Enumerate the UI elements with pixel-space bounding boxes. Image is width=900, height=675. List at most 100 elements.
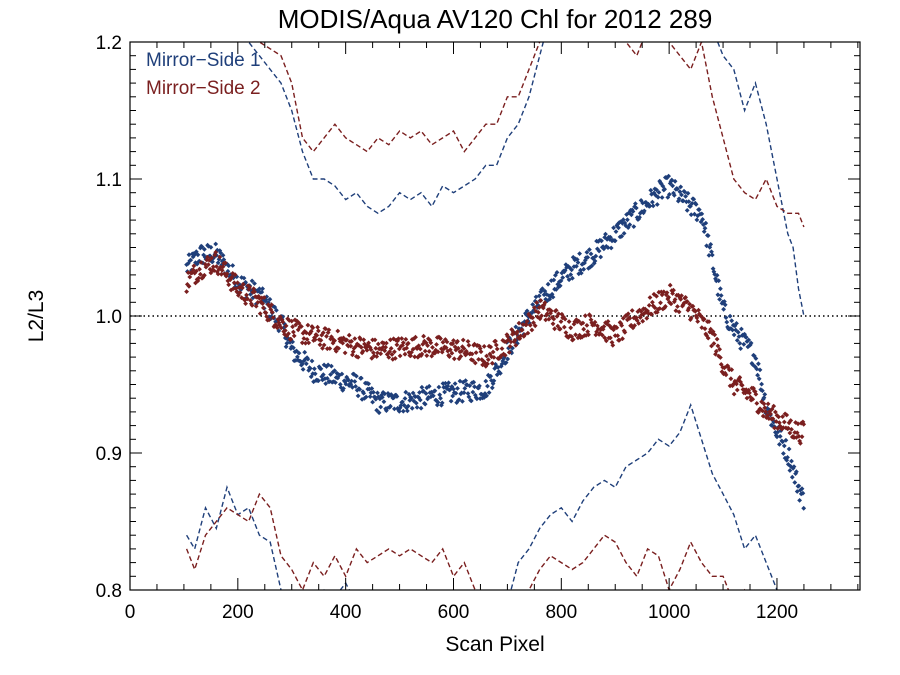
series-2-point — [604, 321, 610, 327]
series-2-point — [372, 337, 378, 343]
series-1-point — [422, 401, 428, 407]
series-1-point — [781, 451, 786, 456]
series-2-point — [333, 348, 339, 354]
series-2-point — [434, 342, 439, 347]
series-2-upper-band — [258, 42, 805, 228]
series-1-point — [630, 209, 636, 214]
series-1-point — [499, 361, 505, 367]
series-1-point — [185, 261, 191, 266]
series-2-point — [355, 354, 361, 360]
series-2-point — [348, 343, 354, 349]
series-2-point — [278, 314, 283, 320]
series-2-point — [515, 329, 520, 335]
series-1-point — [461, 390, 467, 396]
series-2-point — [739, 382, 745, 388]
series-2-point — [797, 438, 802, 444]
series-1-point — [781, 443, 787, 449]
series-1-point — [600, 244, 606, 250]
series-1-point — [343, 381, 349, 387]
series-2-point — [198, 260, 204, 265]
series-2-point — [340, 340, 346, 346]
series-1-point — [654, 202, 660, 207]
series-2-point — [610, 342, 616, 348]
series-2-point — [455, 345, 461, 351]
series-1-point — [598, 254, 604, 260]
series-1-point — [612, 238, 618, 244]
series-1-point — [227, 274, 232, 279]
series-1-point — [482, 391, 488, 396]
series-1-point — [463, 378, 468, 383]
series-2-point — [430, 345, 435, 350]
series-2-point — [708, 326, 714, 332]
series-2-point — [240, 285, 245, 291]
series-1-point — [379, 394, 385, 400]
series-1-point — [352, 379, 358, 384]
series-1-point — [603, 244, 609, 249]
series-1-point — [558, 278, 564, 284]
series-2-point — [344, 337, 350, 343]
series-2-point — [249, 303, 255, 308]
series-1-point — [603, 231, 608, 237]
series-2-point — [384, 340, 389, 346]
series-2-point — [470, 358, 476, 363]
series-2-point — [426, 349, 432, 354]
series-1-point — [483, 378, 489, 384]
series-1-point — [192, 252, 198, 257]
series-2-point — [349, 338, 354, 344]
series-1-point — [604, 236, 610, 242]
series-1-point — [589, 263, 595, 269]
series-2-point — [386, 355, 392, 360]
series-1-point — [195, 252, 201, 258]
series-1-point — [660, 183, 666, 189]
series-2-point — [469, 351, 475, 357]
series-1-point — [741, 341, 747, 347]
x-tick-label: 1000 — [648, 602, 690, 623]
tick-labels: 0 200 400 600 800 1000 1200 0.8 0.9 1.0 1.1 1.2 — [96, 33, 799, 623]
series-2-point — [518, 333, 523, 339]
series-1-point — [667, 192, 672, 197]
series-2-point — [789, 427, 794, 432]
x-tick-label: 800 — [545, 602, 577, 623]
series-2-point — [220, 264, 226, 270]
series-2-point — [535, 314, 540, 320]
series-2-point — [684, 299, 690, 304]
series-1-point — [269, 314, 274, 319]
series-1-point — [376, 410, 382, 416]
series-2-point — [568, 325, 574, 331]
series-2-point — [525, 330, 531, 336]
series-2-point — [643, 310, 649, 315]
series-1-point — [672, 178, 678, 184]
series-2-point — [580, 320, 586, 326]
series-2-point — [523, 322, 529, 328]
series-2-point — [494, 346, 500, 352]
series-1-point — [755, 372, 760, 378]
series-2-point — [197, 266, 202, 272]
x-tick-label: 1200 — [756, 602, 798, 623]
series-1-point — [455, 386, 460, 391]
series-1-point — [354, 373, 359, 379]
series-1-point — [452, 381, 458, 386]
series-2-point — [435, 349, 441, 355]
series-2-point — [326, 327, 332, 333]
series-2-point — [282, 328, 288, 333]
series-1-point — [715, 292, 721, 298]
series-2-point — [794, 430, 800, 436]
series-1-point — [570, 275, 575, 281]
series-1-point — [648, 187, 654, 193]
series-1-point — [611, 225, 616, 231]
series-1-point — [619, 233, 625, 239]
series-1-point — [351, 371, 357, 377]
series-2-point — [638, 308, 644, 314]
series-1-point — [417, 390, 422, 395]
series-1-point — [566, 277, 572, 283]
series-1-point — [599, 238, 604, 244]
series-1-point — [318, 366, 324, 372]
series-1-point — [215, 260, 221, 266]
series-1-point — [234, 274, 240, 280]
series-1-point — [738, 346, 743, 351]
series-2-point — [652, 305, 658, 311]
series-1-point — [705, 233, 711, 238]
series-1-point — [489, 378, 494, 383]
series-2-point — [499, 346, 505, 351]
series-1-point — [353, 384, 358, 389]
